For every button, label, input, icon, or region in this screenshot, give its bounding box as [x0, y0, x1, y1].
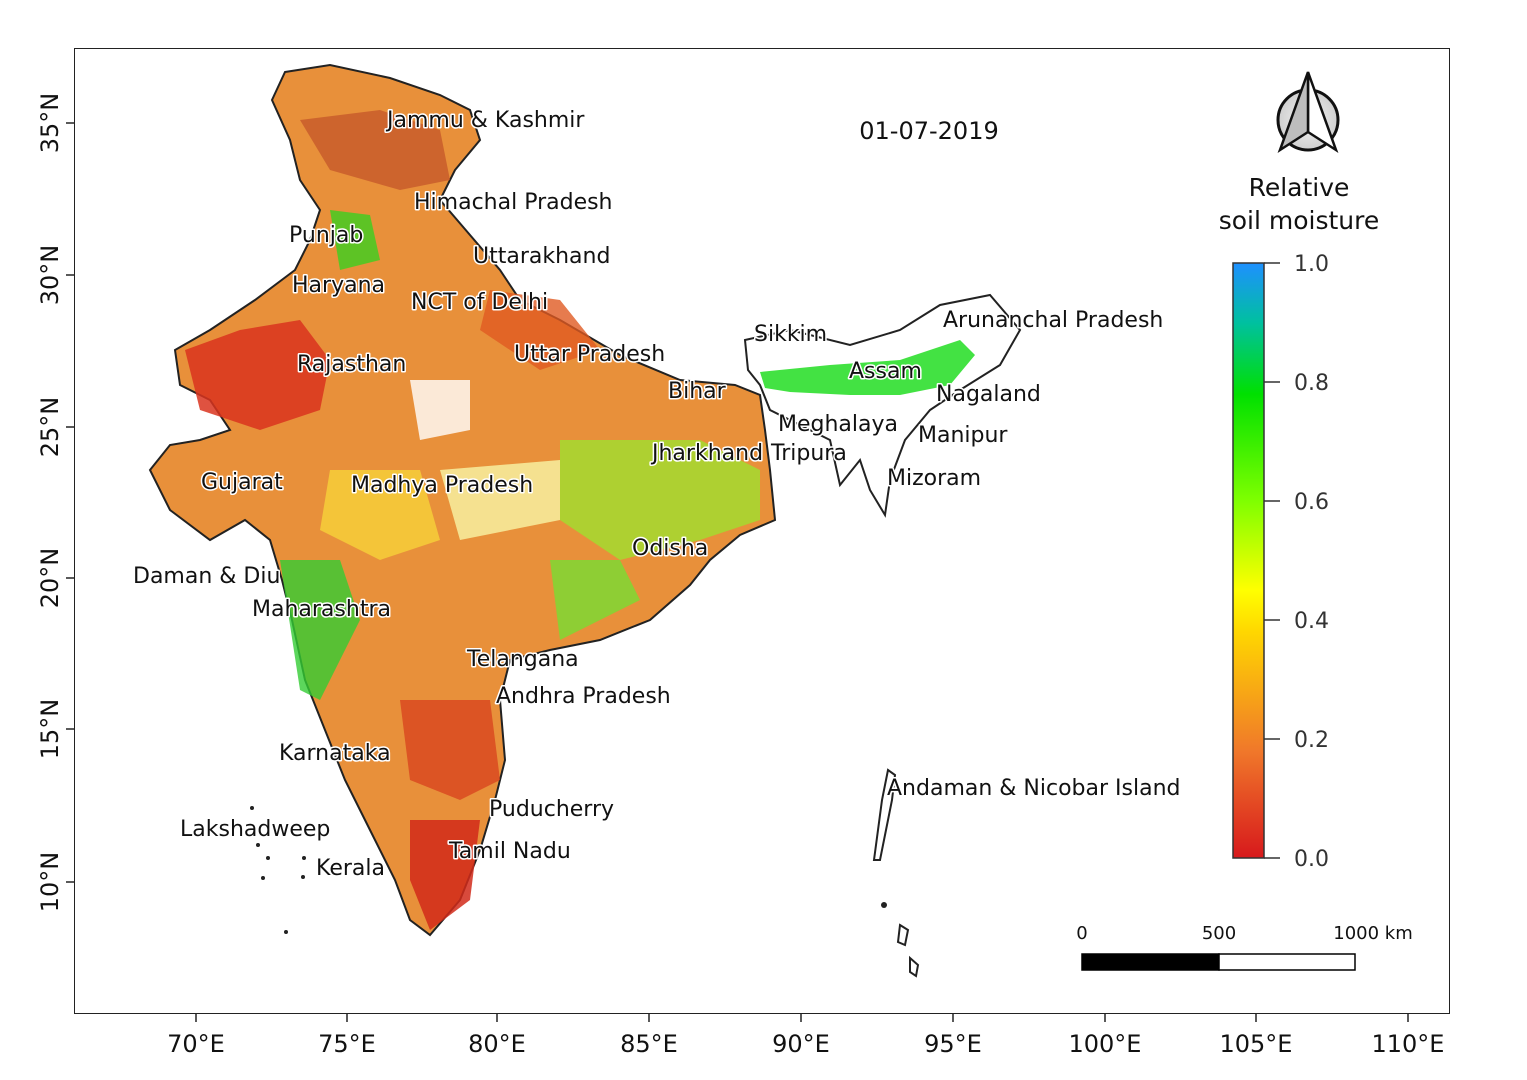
state-label: Uttar Pradesh: [514, 342, 665, 367]
state-label: Manipur: [918, 423, 1008, 448]
x-axis: 70°E 75°E 80°E 85°E 90°E 95°E 100°E 105°…: [167, 1014, 1444, 1058]
state-label: Rajasthan: [297, 352, 406, 377]
date-label: 01-07-2019: [859, 117, 998, 145]
state-label: Madhya Pradesh: [351, 473, 533, 498]
state-label: Nagaland: [936, 382, 1041, 407]
x-tick-label: 80°E: [468, 1030, 526, 1058]
y-tick-label: 10°N: [36, 852, 64, 913]
north-arrow-icon: [1276, 71, 1340, 154]
y-tick-label: 25°N: [36, 397, 64, 458]
state-label: NCT of Delhi: [411, 290, 548, 315]
state-label: Meghalaya: [778, 412, 898, 437]
state-label: Himachal Pradesh: [414, 190, 613, 215]
northeast-region: [743, 293, 1022, 518]
state-label: Assam: [849, 359, 922, 384]
state-label: Karnataka: [279, 741, 391, 766]
legend-tick-label: 0.6: [1294, 490, 1329, 515]
state-label: Telangana: [466, 647, 579, 672]
legend-title-line2: soil moisture: [1219, 206, 1380, 235]
legend-colorbar: [1232, 262, 1265, 859]
y-tick-label: 35°N: [36, 93, 64, 154]
state-label: Andhra Pradesh: [496, 684, 671, 709]
legend-ticks: [1264, 262, 1280, 859]
state-label: Maharashtra: [252, 597, 391, 622]
state-label: Andaman & Nicobar Island: [887, 776, 1181, 801]
y-tick-label: 20°N: [36, 548, 64, 609]
state-label: Lakshadweep: [180, 817, 330, 842]
andaman-nicobar-islands: [872, 768, 920, 978]
legend-tick-label: 0.0: [1294, 847, 1329, 872]
lakshadweep-islands: [250, 806, 306, 934]
india-mainland: [148, 63, 777, 937]
state-label: Odisha: [632, 536, 708, 561]
state-label: Punjab: [289, 223, 363, 248]
state-label: Haryana: [292, 273, 385, 298]
state-label: Jharkhand: [650, 441, 763, 466]
state-label: Uttarakhand: [473, 244, 610, 269]
y-tick-label: 15°N: [36, 699, 64, 760]
y-axis: 35°N 30°N 25°N 20°N 15°N 10°N: [36, 93, 74, 913]
x-tick-label: 85°E: [620, 1030, 678, 1058]
legend-tick-label: 1.0: [1294, 252, 1329, 277]
legend-title-line1: Relative: [1249, 173, 1350, 202]
legend: Relative soil moisture 1.0 0.8 0.6 0.4 0…: [1219, 173, 1380, 872]
y-tick-label: 30°N: [36, 245, 64, 306]
state-label: Tripura: [770, 441, 847, 466]
x-tick-label: 110°E: [1372, 1030, 1445, 1058]
scale-label: 0: [1076, 923, 1087, 944]
x-tick-label: 70°E: [167, 1030, 225, 1058]
state-label: Mizoram: [887, 466, 981, 491]
scale-label: 500: [1202, 923, 1236, 944]
x-tick-label: 75°E: [318, 1030, 376, 1058]
state-labels: Jammu & Kashmir Himachal Pradesh Punjab …: [132, 107, 1183, 883]
state-label: Gujarat: [201, 470, 283, 495]
state-label: Arunanchal Pradesh: [943, 308, 1163, 333]
x-tick-label: 90°E: [772, 1030, 830, 1058]
state-label: Sikkim: [754, 322, 827, 347]
x-tick-label: 100°E: [1069, 1030, 1142, 1058]
x-tick-label: 95°E: [924, 1030, 982, 1058]
state-label: Jammu & Kashmir: [385, 108, 585, 133]
x-tick-label: 105°E: [1220, 1030, 1293, 1058]
state-label: Puducherry: [489, 797, 614, 822]
state-label: Daman & Diu: [133, 564, 280, 589]
scale-label: 1000 km: [1333, 923, 1413, 944]
state-label: Bihar: [668, 379, 727, 404]
legend-tick-label: 0.4: [1294, 609, 1329, 634]
state-label: Tamil Nadu: [448, 839, 571, 864]
legend-tick-label: 0.8: [1294, 371, 1329, 396]
legend-tick-label: 0.2: [1294, 728, 1329, 753]
scale-bar: 0 500 1000 km: [1076, 923, 1413, 971]
state-label: Kerala: [316, 856, 385, 881]
